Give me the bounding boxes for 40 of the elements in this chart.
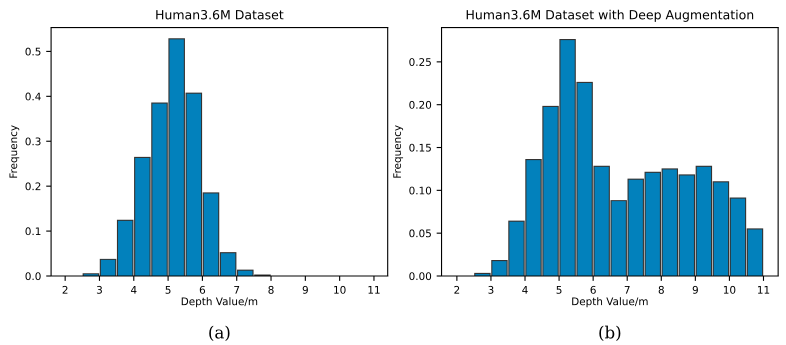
y-tick-label: 0.2: [25, 182, 40, 190]
x-tick-label: 9: [302, 286, 308, 294]
x-tick-label: 11: [758, 286, 770, 294]
x-tick-label: 7: [234, 286, 240, 294]
x-tick-label: 8: [268, 286, 274, 294]
x-tick-label: 5: [166, 286, 170, 294]
x-tick-label: 4: [522, 286, 528, 294]
x-tick-label: 8: [658, 286, 664, 294]
y-tick-label: 0.1: [25, 227, 40, 236]
x-tick-label: 6: [590, 286, 596, 294]
text: (b): [599, 326, 620, 341]
y-tick-label: 0.00: [409, 272, 432, 280]
x-tick-label: 3: [96, 286, 102, 294]
x-tick-label: 6: [200, 286, 206, 294]
x-tick-label: 9: [692, 286, 698, 294]
y-tick-label: 0.0: [25, 272, 41, 280]
y-tick-label: 0.05: [409, 229, 431, 238]
chart-title: Human3.6M Dataset with Deep Augmentation: [466, 10, 754, 22]
x-tick-label: 2: [454, 286, 460, 294]
x-axis-title: Depth Value/m: [572, 297, 648, 308]
chart-title: Human3.6M Dataset: [156, 10, 284, 20]
text: (a): [209, 326, 230, 341]
x-tick-label: 11: [368, 286, 380, 294]
x-tick-label: 10: [334, 286, 346, 294]
y-tick-label: 0.4: [25, 92, 41, 100]
y-axis-title: Frequency: [9, 125, 20, 178]
y-tick-label: 0.10: [409, 186, 432, 194]
x-axis-title: Depth Value/m: [182, 297, 258, 308]
x-tick-label: 10: [724, 286, 736, 294]
y-tick-label: 0.3: [25, 137, 41, 146]
y-axis-title: Frequency: [393, 125, 404, 178]
x-tick-label: 7: [624, 286, 630, 294]
y-tick-label: 0.20: [409, 100, 432, 109]
y-tick-label: 0.15: [409, 144, 431, 152]
x-tick-label: 5: [556, 286, 562, 294]
x-tick-label: 2: [62, 286, 68, 294]
x-tick-label: 4: [130, 286, 137, 294]
y-tick-label: 0.5: [25, 48, 40, 56]
y-tick-label: 0.25: [409, 58, 431, 66]
x-tick-label: 3: [488, 286, 494, 294]
